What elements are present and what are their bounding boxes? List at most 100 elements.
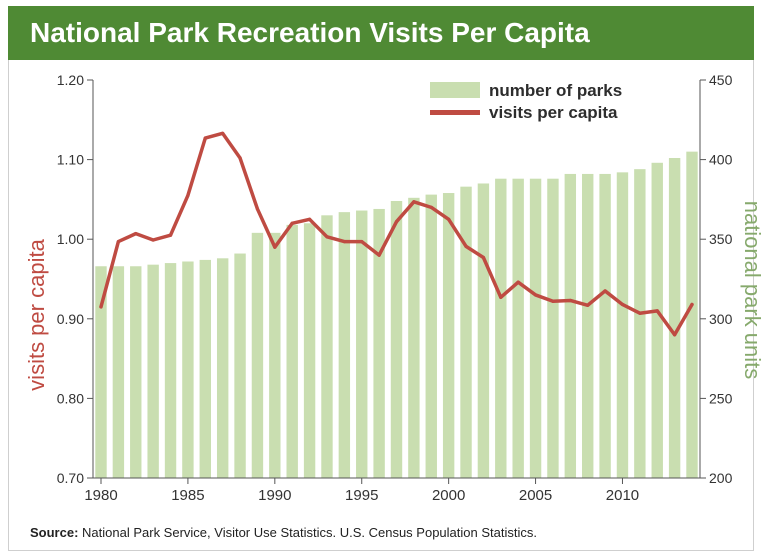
bar-1982 — [130, 266, 142, 478]
y-right-tick-label: 300 — [709, 311, 733, 327]
bar-2011 — [634, 169, 646, 478]
axes-group: 0.70 0.80 0.90 1.00 1.10 1.20 200 250 300 350 400 4… — [57, 72, 733, 504]
bar-2008 — [582, 173, 594, 478]
y-left-tick-label: 1.10 — [57, 152, 84, 168]
bar-1992 — [303, 223, 316, 478]
bar-1994 — [338, 212, 351, 478]
legend-label-visits: visits per capita — [489, 103, 618, 122]
bar-1997 — [390, 200, 403, 479]
line-point-2001 — [464, 244, 468, 248]
bar-1999 — [425, 194, 437, 478]
bar-2001 — [460, 186, 472, 478]
x-tick-label: 2000 — [432, 487, 465, 504]
line-point-1986 — [203, 136, 207, 140]
line-point-1991 — [290, 221, 294, 225]
y-right-tick-label: 400 — [709, 152, 733, 168]
y-left-tick-label: 0.70 — [57, 470, 84, 486]
line-point-1987 — [221, 131, 225, 135]
x-tick-label: 1985 — [171, 487, 204, 504]
y-right-tick-label: 450 — [709, 72, 733, 88]
line-point-1990 — [273, 245, 277, 249]
source-label: Source: — [30, 525, 79, 540]
y-right-tick-label: 350 — [709, 231, 733, 247]
bar-2003 — [495, 178, 507, 478]
bar-1980 — [95, 266, 107, 478]
line-point-2002 — [481, 255, 486, 260]
x-tick-label: 2010 — [606, 487, 639, 504]
bar-1995 — [356, 210, 368, 479]
bar-1996 — [373, 208, 385, 478]
line-point-2012 — [655, 309, 659, 313]
line-point-2003 — [499, 295, 503, 299]
line-point-1995 — [360, 239, 364, 244]
bar-1989 — [251, 232, 264, 478]
y-left-tick-label: 0.90 — [57, 311, 84, 327]
bar-2012 — [651, 162, 663, 478]
source-note: Source: National Park Service, Visitor U… — [30, 525, 537, 540]
bar-1990 — [269, 232, 281, 478]
bar-1983 — [147, 264, 159, 478]
line-point-1989 — [255, 207, 260, 211]
line-point-2008 — [586, 303, 590, 307]
line-point-1994 — [342, 239, 346, 244]
line-point-2013 — [673, 333, 677, 337]
line-point-1993 — [325, 235, 329, 239]
bar-1981 — [112, 266, 125, 478]
source-text: National Park Service, Visitor Use Stati… — [82, 525, 537, 540]
bar-1991 — [286, 224, 298, 478]
bar-2014 — [686, 151, 698, 478]
y-axis-title-left: visits per capita — [24, 238, 49, 390]
line-point-1982 — [134, 232, 138, 236]
line-point-1981 — [116, 239, 120, 244]
line-point-1984 — [168, 233, 173, 237]
x-tick-label: 1995 — [345, 487, 378, 504]
bar-1993 — [321, 215, 333, 478]
bar-2000 — [442, 193, 455, 478]
y-right-tick-label: 200 — [709, 470, 733, 486]
bar-2002 — [477, 183, 490, 479]
bar-2005 — [529, 178, 542, 478]
y-left-tick-label: 1.20 — [57, 72, 84, 88]
line-point-1992 — [307, 217, 312, 221]
line-point-1983 — [151, 238, 155, 242]
bar-1988 — [234, 253, 246, 478]
line-point-1985 — [186, 193, 190, 198]
legend: number of parks visits per capita — [430, 81, 622, 122]
bars-group — [95, 151, 698, 479]
line-point-1998 — [412, 200, 416, 204]
line-point-2014 — [690, 302, 694, 307]
line-point-2000 — [447, 217, 451, 221]
y-left-tick-label: 0.80 — [57, 390, 84, 406]
y-right-tick-label: 250 — [709, 390, 733, 406]
bar-2010 — [616, 172, 629, 478]
y-axis-title-right: national park units — [740, 201, 762, 380]
line-point-1997 — [394, 220, 399, 224]
bar-2004 — [512, 178, 524, 478]
line-point-1988 — [238, 156, 242, 160]
x-tick-label: 1980 — [84, 487, 117, 504]
line-point-2004 — [516, 280, 520, 284]
bar-2013 — [668, 158, 681, 478]
line-group — [99, 131, 694, 337]
bar-1987 — [216, 258, 229, 478]
line-point-2007 — [568, 298, 572, 303]
y-left-tick-label: 1.00 — [57, 231, 84, 247]
line-point-2010 — [620, 302, 625, 307]
bar-1986 — [199, 259, 211, 478]
legend-line-swatch — [430, 110, 480, 115]
bar-2007 — [564, 173, 577, 478]
bar-1985 — [182, 261, 194, 478]
line-point-2009 — [603, 289, 607, 293]
bar-1984 — [164, 263, 177, 478]
legend-bar-swatch — [430, 82, 480, 98]
x-tick-label: 2005 — [519, 487, 552, 504]
legend-label-parks: number of parks — [489, 81, 622, 100]
line-point-1999 — [429, 205, 433, 209]
line-point-2005 — [533, 293, 538, 297]
bar-2009 — [599, 173, 611, 478]
x-tick-label: 1990 — [258, 487, 291, 504]
line-point-1980 — [99, 305, 103, 309]
bar-1998 — [408, 197, 420, 478]
chart-title: National Park Recreation Visits Per Capi… — [8, 6, 754, 60]
